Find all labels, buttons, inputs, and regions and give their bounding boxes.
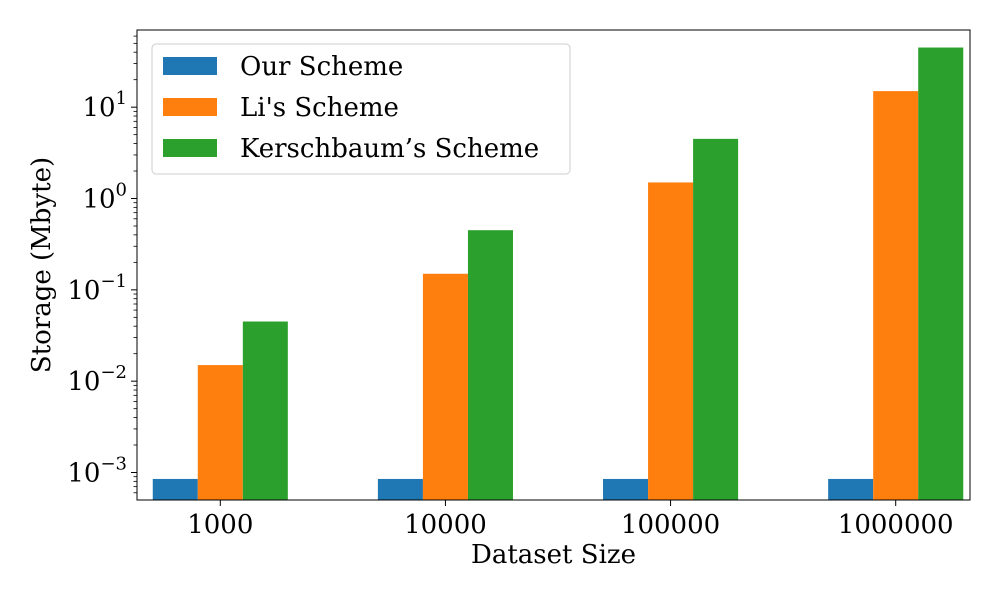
legend-label: Kerschbaum’s Scheme	[240, 134, 539, 164]
y-tick-label: 10−3	[67, 454, 127, 489]
bar-2-10000	[422, 273, 468, 500]
x-axis-title: Dataset Size	[471, 540, 636, 570]
bar-1-1000000	[828, 478, 874, 500]
y-axis-title: Storage (Mbyte)	[27, 157, 57, 373]
legend-swatch	[163, 139, 217, 157]
bar-3-100000	[693, 138, 739, 500]
legend-box	[151, 43, 571, 175]
bar-2-100000	[648, 182, 694, 500]
bar-1-1000	[152, 478, 198, 500]
bar-3-1000	[242, 321, 288, 500]
bar-1-10000	[377, 478, 423, 500]
legend-label: Our Scheme	[240, 52, 403, 82]
plot-frame	[136, 29, 971, 501]
y-tick-label: 101	[82, 88, 127, 123]
x-axis-ticks: 1000 10000 100000 1000000	[187, 500, 954, 540]
y-axis-ticks: 10−3 10−2 10−1 100 101	[67, 35, 137, 494]
bar-3-1000000	[918, 47, 964, 501]
x-tick-label: 1000	[187, 510, 253, 540]
y-tick-label: 10−1	[67, 271, 127, 306]
bar-2-1000	[197, 365, 243, 500]
bar-1-100000	[603, 478, 649, 500]
bar-3-10000	[467, 230, 513, 501]
x-tick-label: 100000	[621, 510, 720, 540]
legend-label: Li's Scheme	[240, 93, 399, 123]
y-tick-label: 100	[82, 180, 127, 215]
legend: Our Scheme Li's Scheme Kerschbaum’s Scheme	[151, 43, 571, 175]
bars-layer	[152, 47, 964, 501]
y-tick-label: 10−2	[67, 362, 127, 397]
bar-2-1000000	[873, 91, 919, 501]
legend-swatch	[163, 57, 217, 75]
x-tick-label: 10000	[404, 510, 487, 540]
x-tick-label: 1000000	[838, 510, 954, 540]
legend-swatch	[163, 98, 217, 116]
